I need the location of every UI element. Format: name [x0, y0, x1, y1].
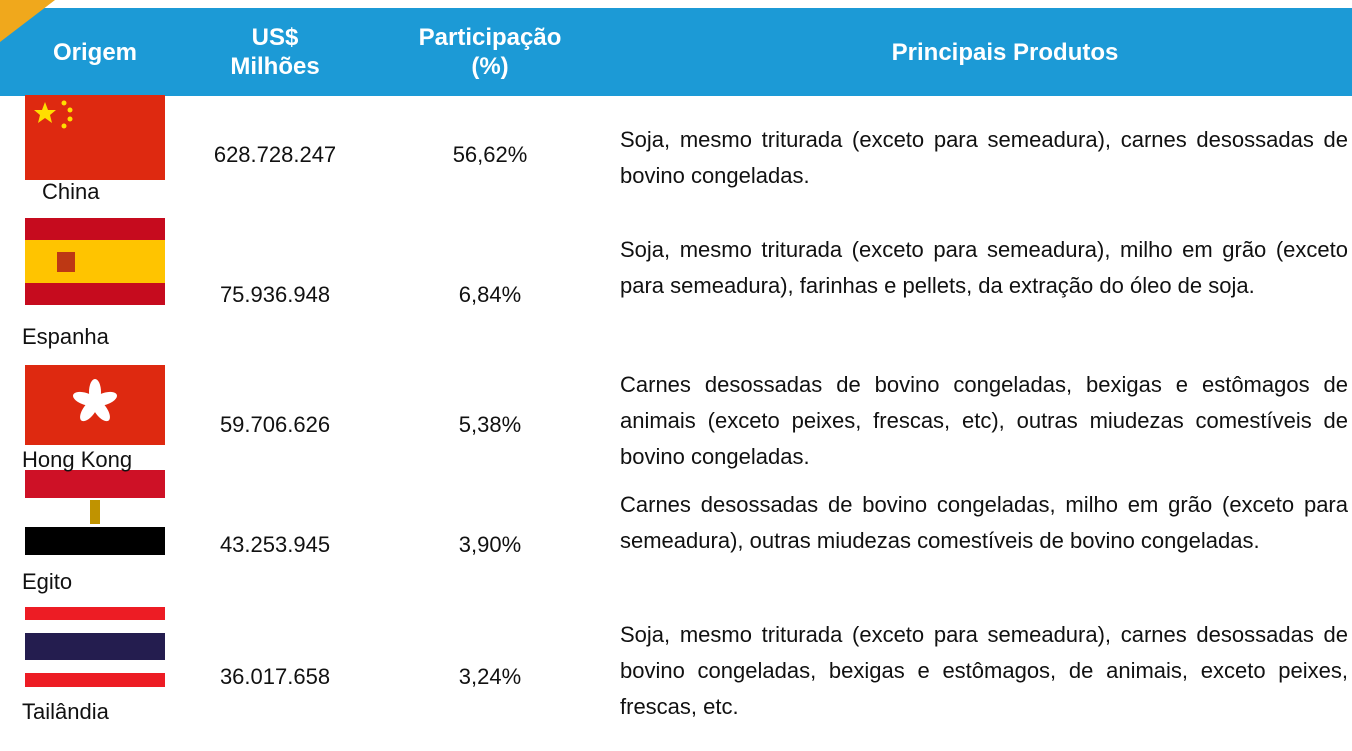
products: Soja, mesmo triturada (exceto para semea… [620, 622, 1348, 719]
header-band [0, 8, 1352, 96]
products: Carnes desossadas de bovino congeladas, … [620, 372, 1348, 469]
header-cell: Principais Produtos [891, 38, 1119, 66]
value: 43.253.945 [219, 532, 331, 557]
header-cell: Participação (%) [418, 24, 562, 80]
value: 59.706.626 [219, 412, 331, 437]
country: Espanha [22, 324, 109, 349]
products: Soja, mesmo triturada (exceto para semea… [620, 237, 1348, 298]
value: 36.017.658 [219, 664, 331, 689]
country: Egito [22, 569, 73, 594]
share: 6,84% [458, 282, 522, 307]
share: 5,38% [458, 412, 522, 437]
share: 3,90% [458, 532, 522, 557]
country: China [42, 179, 100, 204]
country: Tailândia [22, 699, 109, 724]
flag-egypt [25, 470, 165, 555]
flag-spain [25, 218, 165, 305]
value: 628.728.247 [213, 142, 337, 167]
country: Hong Kong [22, 447, 133, 472]
value: 75.936.948 [219, 282, 331, 307]
products: Soja, mesmo triturada (exceto para semea… [620, 127, 1348, 188]
share: 56,62% [452, 142, 528, 167]
products: Carnes desossadas de bovino congeladas, … [620, 492, 1348, 553]
flag-china [25, 95, 165, 180]
flag-thailand [25, 607, 165, 687]
header-cell: Origem [52, 38, 138, 66]
share: 3,24% [458, 664, 522, 689]
flag-hongkong [25, 365, 165, 445]
header-cell: US$ Milhões [230, 24, 320, 80]
corner [0, 0, 55, 42]
